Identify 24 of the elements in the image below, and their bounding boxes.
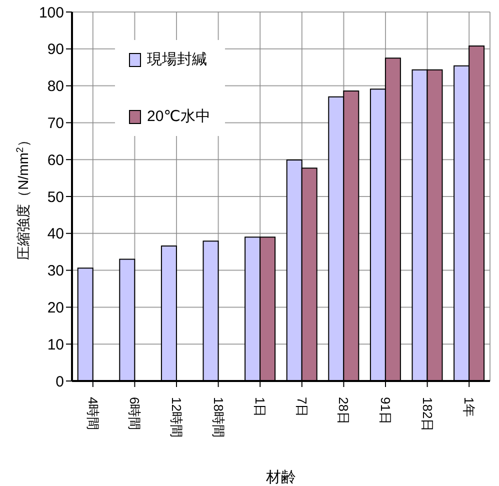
- x-tick-label: 28日: [336, 397, 352, 424]
- x-tick-label: 18時間: [210, 397, 226, 438]
- x-axis-title: 材齢: [265, 469, 296, 486]
- y-tick-label: 70: [47, 115, 64, 132]
- y-tick-label: 50: [47, 188, 64, 206]
- y-tick-label: 40: [47, 226, 64, 243]
- x-tick-label: 6時間: [127, 397, 142, 430]
- x-tick-label: 7日: [294, 397, 310, 418]
- y-tick-label: 0: [56, 373, 64, 390]
- y-tick-label: 10: [47, 336, 64, 354]
- legend-label: 現場封緘: [147, 50, 207, 69]
- x-tick-label: 4時間: [85, 397, 100, 430]
- y-tick-label: 20: [47, 300, 64, 317]
- x-tick-label: 1年: [462, 397, 477, 418]
- y-tick-label: 90: [47, 41, 64, 58]
- y-tick-label: 60: [47, 152, 64, 169]
- y-tick-label: 30: [47, 262, 64, 280]
- x-tick-label: 91日: [378, 397, 393, 424]
- x-tick-label: 12時間: [169, 397, 184, 438]
- x-tick-label: 182日: [420, 397, 435, 432]
- x-tick-label: 1日: [252, 397, 268, 418]
- y-tick-label: 100: [38, 4, 64, 22]
- y-tick-label: 80: [47, 78, 64, 96]
- legend-label: 20℃水中: [147, 107, 211, 126]
